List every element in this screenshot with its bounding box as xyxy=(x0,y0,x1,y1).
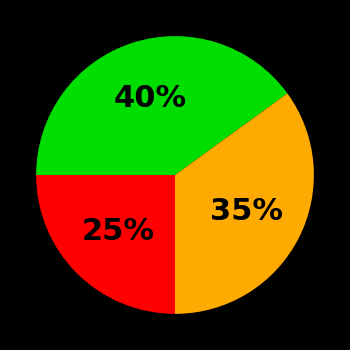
Wedge shape xyxy=(175,93,314,314)
Wedge shape xyxy=(36,36,287,175)
Text: 25%: 25% xyxy=(82,217,155,246)
Text: 35%: 35% xyxy=(210,197,283,226)
Wedge shape xyxy=(36,175,175,314)
Text: 40%: 40% xyxy=(113,84,187,113)
